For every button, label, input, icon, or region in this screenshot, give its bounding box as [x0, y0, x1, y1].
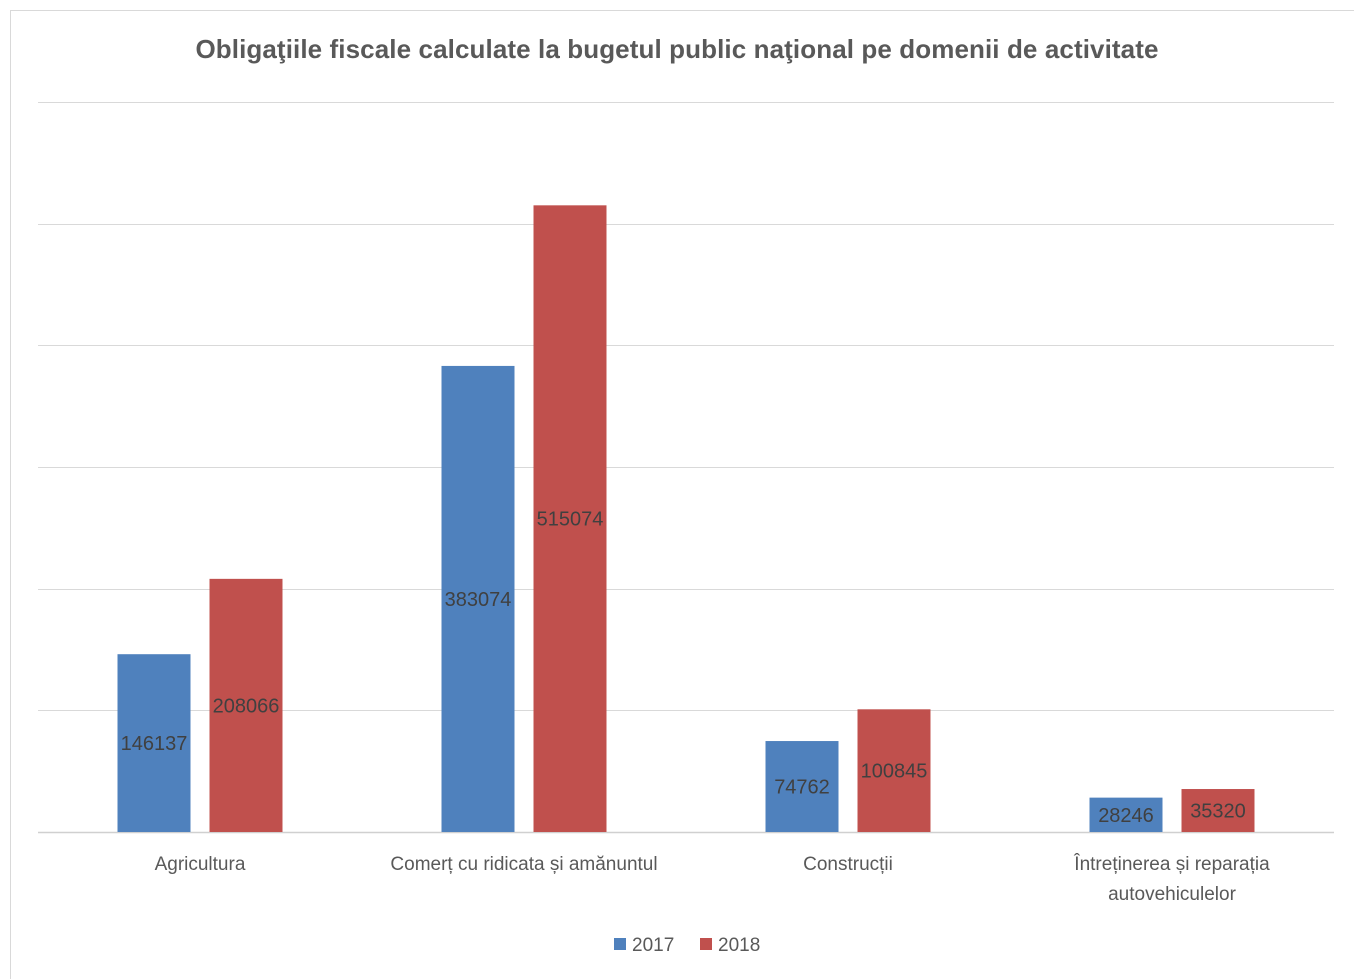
data-label: 208066 — [213, 695, 280, 717]
data-label: 35320 — [1190, 801, 1246, 823]
category-label: Construcții — [803, 854, 893, 875]
chart-frame — [10, 10, 1354, 979]
category-label: autovehiculelor — [1108, 884, 1236, 905]
legend-label: 2017 — [632, 935, 674, 956]
bar-2017 — [441, 365, 515, 832]
bar-2017 — [1089, 797, 1163, 832]
bars — [117, 205, 1255, 832]
bar-2018 — [1181, 789, 1255, 832]
data-label: 100845 — [861, 761, 928, 783]
data-label: 146137 — [121, 733, 188, 755]
legend-label: 2018 — [718, 935, 760, 956]
category-label: Întreținerea și reparația — [1073, 853, 1270, 875]
bar-2018 — [857, 709, 931, 832]
category-label: Agricultura — [155, 854, 246, 875]
data-labels: 146137 208066 383074 515074 74762 100845 28246… — [121, 509, 1246, 827]
legend: 2017 2018 — [614, 935, 760, 956]
data-label: 383074 — [445, 589, 512, 611]
bar-2017 — [765, 741, 839, 832]
data-label: 28246 — [1098, 805, 1154, 827]
bar-2018 — [209, 578, 283, 832]
chart-title: Obligaţiile fiscale calculate la bugetul… — [195, 34, 1159, 64]
bar-2017 — [117, 654, 191, 832]
legend-swatch-2018 — [700, 938, 712, 950]
category-label: Comerț cu ridicata și amănuntul — [390, 854, 657, 875]
category-labels: Agricultura Comerț cu ridicata și amănunt… — [155, 853, 1271, 905]
gridlines — [38, 102, 1334, 834]
data-label: 515074 — [537, 509, 604, 531]
legend-swatch-2017 — [614, 938, 626, 950]
data-label: 74762 — [774, 777, 830, 799]
bar-2018 — [533, 205, 607, 832]
